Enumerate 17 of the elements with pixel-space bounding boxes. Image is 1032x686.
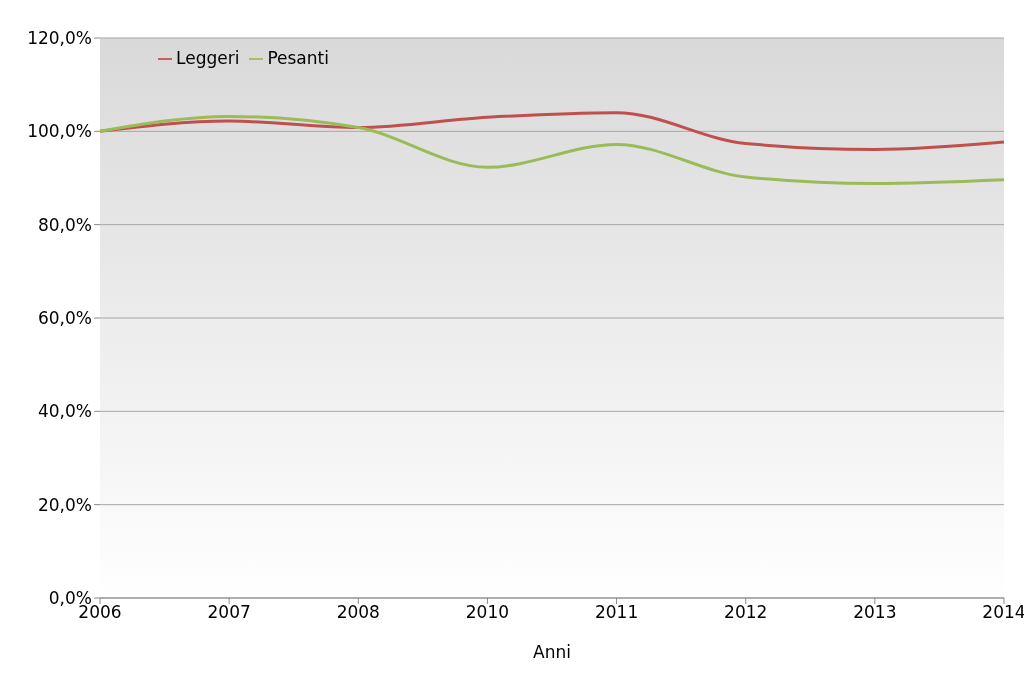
x-tick-label: 2014 [982,602,1026,623]
x-tick-label: 2011 [594,602,639,623]
y-tick-label: 120,0% [27,28,92,49]
y-tick-label: 60,0% [37,308,92,329]
x-tick-label: 2010 [465,602,510,623]
y-tick-label: 80,0% [37,214,92,235]
y-tick-label: 100,0% [27,121,92,142]
line-series [98,114,1006,186]
x-axis-title: Anni [533,642,571,662]
x-tick-label: 2013 [853,602,897,623]
y-tick-label: 20,0% [37,494,92,515]
x-tick-label: 2008 [336,602,380,623]
y-tick-label: 40,0% [37,401,92,422]
x-tick-label: 2007 [207,602,251,623]
legend-label: Pesanti [267,48,329,68]
x-tick-label: 2012 [724,602,768,623]
legend-label: Leggeri [176,48,240,68]
